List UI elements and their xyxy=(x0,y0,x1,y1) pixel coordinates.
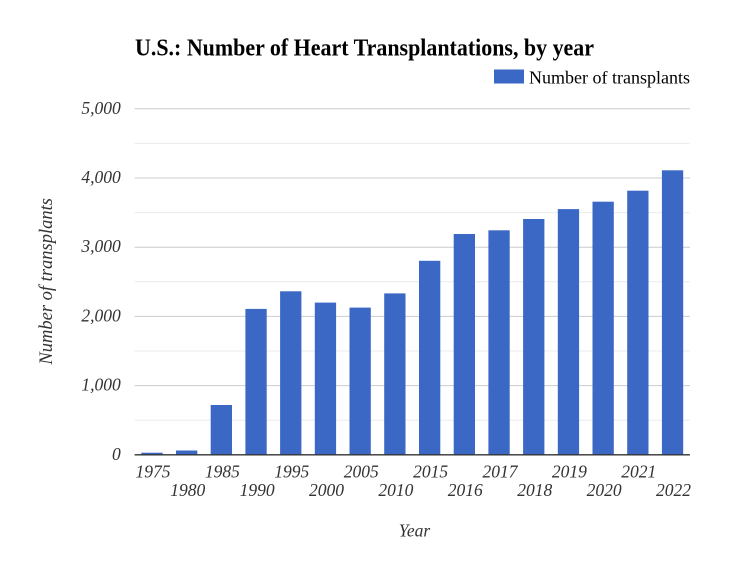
svg-text:2019: 2019 xyxy=(552,462,587,482)
svg-text:1985: 1985 xyxy=(205,462,240,482)
svg-text:Number of transplants: Number of transplants xyxy=(529,68,690,88)
svg-text:2016: 2016 xyxy=(448,480,483,500)
svg-text:1975: 1975 xyxy=(136,462,171,482)
svg-text:2021: 2021 xyxy=(621,462,656,482)
svg-text:1990: 1990 xyxy=(240,480,275,500)
svg-text:1995: 1995 xyxy=(274,462,309,482)
svg-text:1980: 1980 xyxy=(170,480,205,500)
svg-text:2000: 2000 xyxy=(309,480,344,500)
svg-text:2017: 2017 xyxy=(483,462,519,482)
svg-text:3,000: 3,000 xyxy=(80,236,121,256)
svg-text:2,000: 2,000 xyxy=(81,305,121,325)
svg-text:Year: Year xyxy=(399,521,431,541)
svg-text:2022: 2022 xyxy=(656,480,691,500)
svg-text:1,000: 1,000 xyxy=(81,375,121,395)
svg-text:4,000: 4,000 xyxy=(81,167,121,187)
svg-text:Number of transplants: Number of transplants xyxy=(37,198,57,366)
svg-text:2005: 2005 xyxy=(344,462,379,482)
svg-text:5,000: 5,000 xyxy=(81,98,121,118)
svg-text:0: 0 xyxy=(112,444,121,464)
svg-text:2018: 2018 xyxy=(517,480,552,500)
svg-text:2010: 2010 xyxy=(378,480,413,500)
svg-text:U.S.: Number of Heart Transpla: U.S.: Number of Heart Transplantations, … xyxy=(135,35,594,62)
svg-text:2015: 2015 xyxy=(413,462,448,482)
svg-text:2020: 2020 xyxy=(587,480,622,500)
